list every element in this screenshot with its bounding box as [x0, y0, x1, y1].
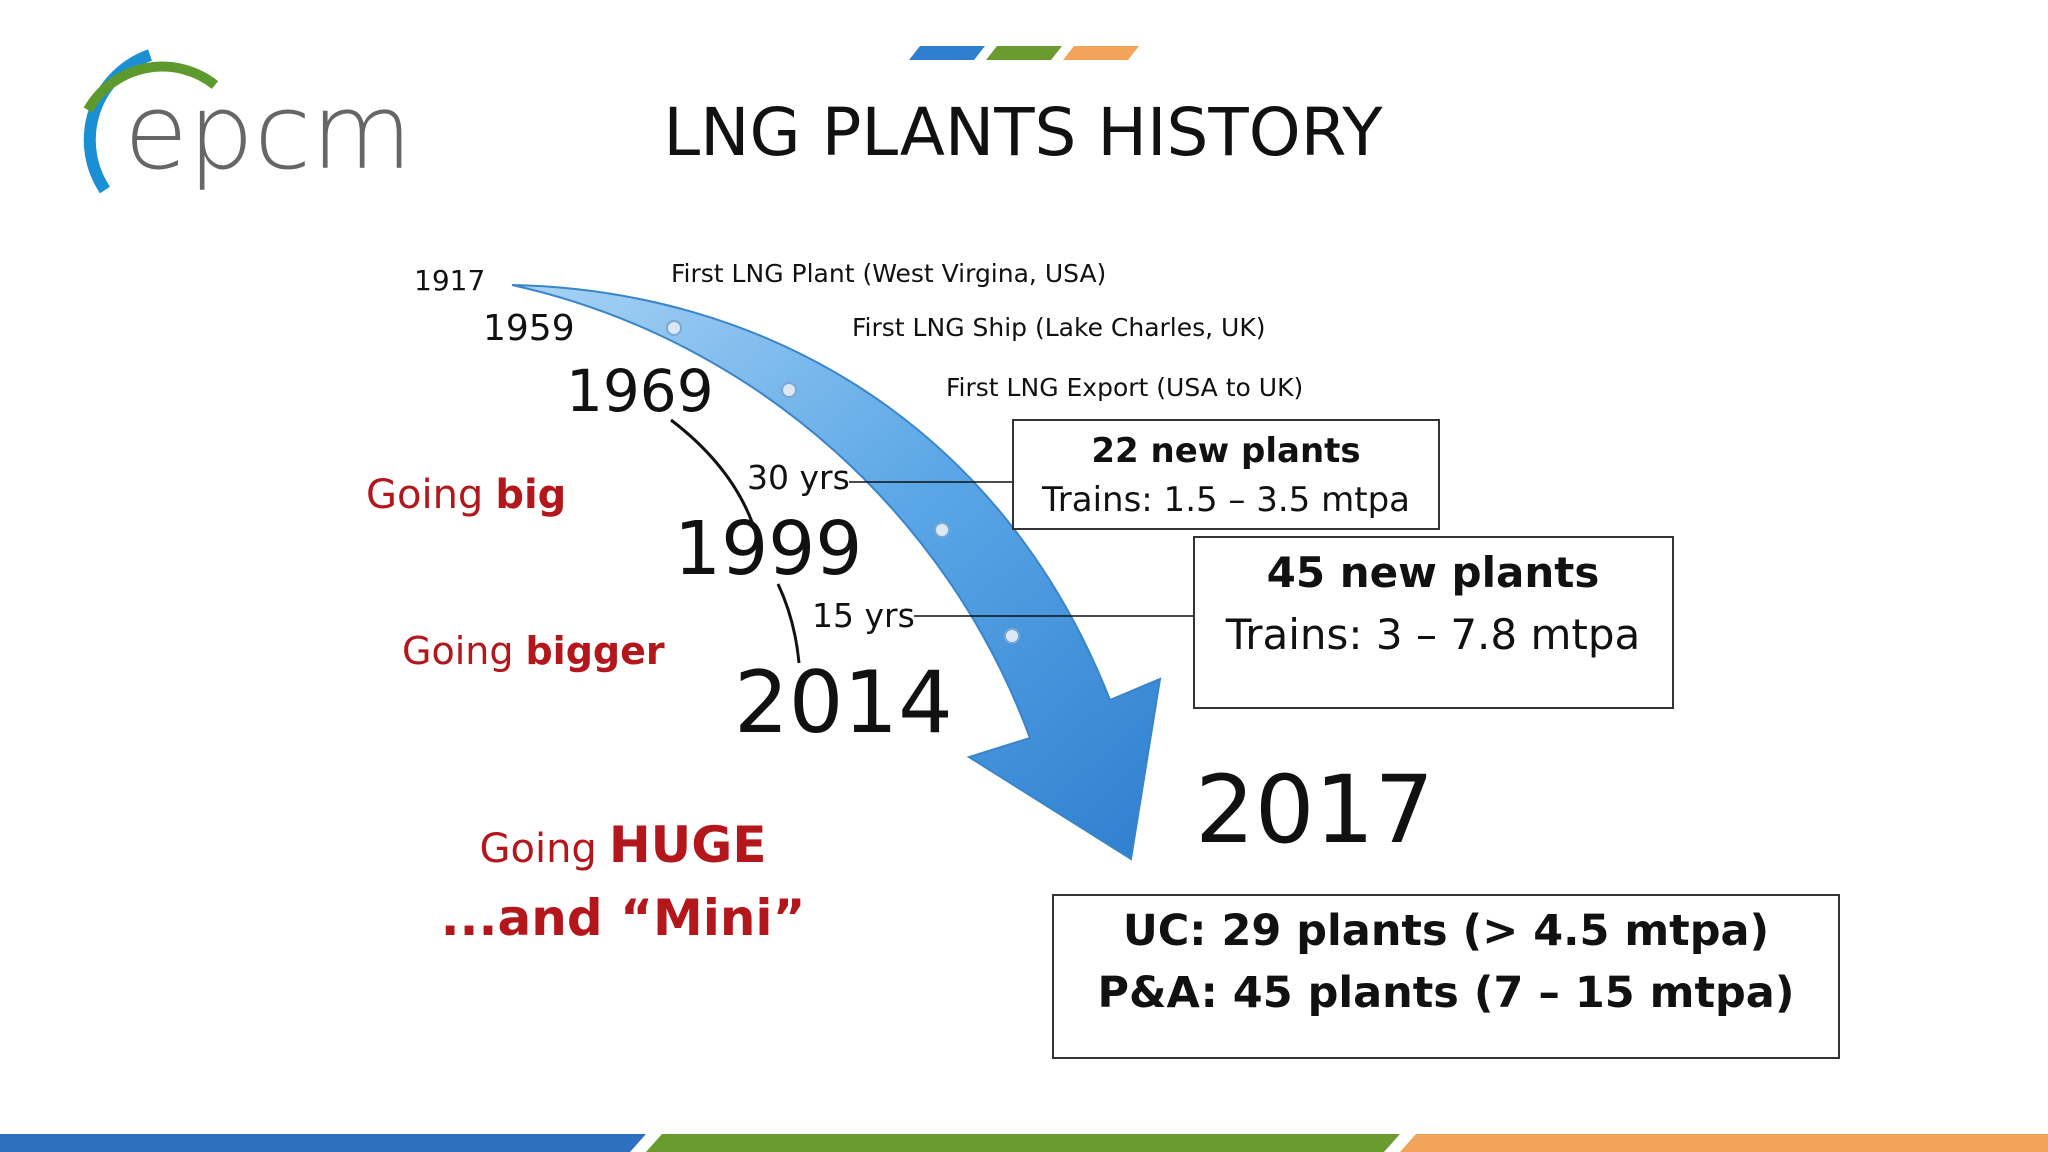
phase: Going HUGE	[480, 816, 767, 874]
box-title: 45 new plants	[1267, 548, 1600, 597]
interval: 30 yrs	[747, 458, 850, 497]
box-frame	[1193, 536, 1674, 709]
year: 2014	[734, 653, 953, 753]
footer-orange	[1400, 1134, 2048, 1152]
years: 1917 1959 1969 1999 2014 2017	[414, 264, 1434, 865]
accent-bars	[909, 46, 1139, 60]
title: LNG PLANTS HISTORY	[663, 94, 1383, 171]
year: 2017	[1195, 756, 1434, 865]
dot	[1004, 628, 1020, 644]
logo-arc-blue	[83, 49, 153, 194]
event: First LNG Ship (Lake Charles, UK)	[852, 313, 1266, 342]
box: 45 new plants Trains: 3 – 7.8 mtpa	[1193, 536, 1674, 709]
phase-plain: Going	[366, 472, 483, 518]
footer-bars	[0, 1134, 2048, 1152]
box-frame	[1012, 419, 1440, 530]
phase: Going bigger	[402, 629, 665, 673]
logo-arc-green	[83, 61, 219, 113]
box-frame	[1052, 894, 1840, 1059]
box-detail: Trains: 3 – 7.8 mtpa	[1225, 610, 1641, 659]
arrow-dots	[666, 320, 1020, 644]
year: 1969	[566, 357, 714, 425]
event: First LNG Plant (West Virgina, USA)	[671, 259, 1106, 288]
phase: Going big	[366, 472, 566, 518]
interval: 15 yrs	[812, 596, 915, 635]
year: 1959	[483, 308, 575, 349]
box: 22 new plants Trains: 1.5 – 3.5 mtpa	[1012, 419, 1440, 530]
box-line: UC: 29 plants (> 4.5 mtpa)	[1123, 906, 1769, 956]
phase-plain: Going	[480, 826, 597, 872]
accent-orange	[1063, 46, 1139, 60]
event: First LNG Export (USA to UK)	[946, 373, 1303, 402]
accent-green	[986, 46, 1062, 60]
accent-blue	[909, 46, 985, 60]
phase-bold: bigger	[525, 629, 664, 673]
footer-blue	[0, 1134, 646, 1152]
events: First LNG Plant (West Virgina, USA) Firs…	[671, 259, 1303, 402]
box: UC: 29 plants (> 4.5 mtpa) P&A: 45 plant…	[1052, 894, 1840, 1059]
phase-plain: Going	[402, 629, 513, 673]
logo: epcm	[83, 49, 413, 194]
dot	[781, 382, 797, 398]
logo-text: epcm	[124, 71, 413, 193]
year: 1999	[674, 506, 862, 592]
dot	[666, 320, 682, 336]
year: 1917	[414, 264, 485, 297]
connector-curve	[776, 583, 801, 664]
connector-curve	[670, 418, 754, 523]
phase-line2: ...and “Mini”	[441, 889, 806, 947]
dot	[934, 522, 950, 538]
footer-green	[646, 1134, 1400, 1152]
box-title: 22 new plants	[1091, 431, 1360, 471]
phase-bold: HUGE	[609, 816, 767, 874]
box-line: P&A: 45 plants (7 – 15 mtpa)	[1098, 968, 1795, 1018]
phase-bold: big	[495, 472, 566, 518]
timeline-arrow	[511, 284, 1162, 861]
box-detail: Trains: 1.5 – 3.5 mtpa	[1041, 480, 1410, 520]
